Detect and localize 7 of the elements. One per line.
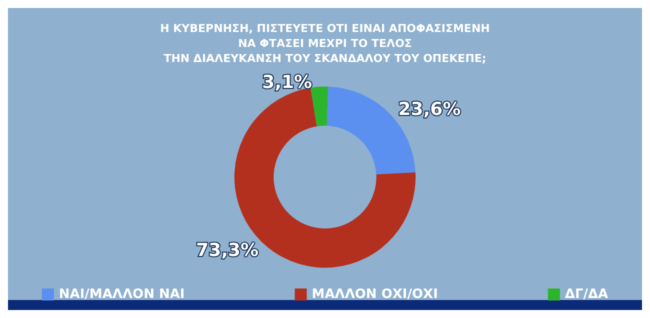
legend-label: ΔΓ/ΔΑ [564,287,608,302]
chart-title: Η ΚΥΒΕΡΝΗΣΗ, ΠΙΣΤΕΥΕΤΕ ΟΤΙ ΕΙΝΑΙ ΑΠΟΦΑΣΙΣΜΕΝΗ ΝΑ ΦΤΑΣΕΙ ΜΕΧΡΙ ΤΟ ΤΕΛΟΣ ΤΗΝ ΔΙΑΛΕΥΚΑΝΣΗ ΤΟΥ ΣΚΑΝΔΑΛΟΥ ΤΟΥ ΟΠΕΚΕΠΕ; [160,22,490,65]
data-label: 3,1% [262,72,312,94]
legend-label: ΝΑΙ/ΜΑΛΛΟΝ ΝΑΙ [58,287,185,302]
data-label: 73,3% [196,240,259,262]
legend-label: ΜΑΛΛΟΝ ΟΧΙ/ΟΧΙ [312,287,438,302]
data-label: 23,6% [398,99,461,120]
